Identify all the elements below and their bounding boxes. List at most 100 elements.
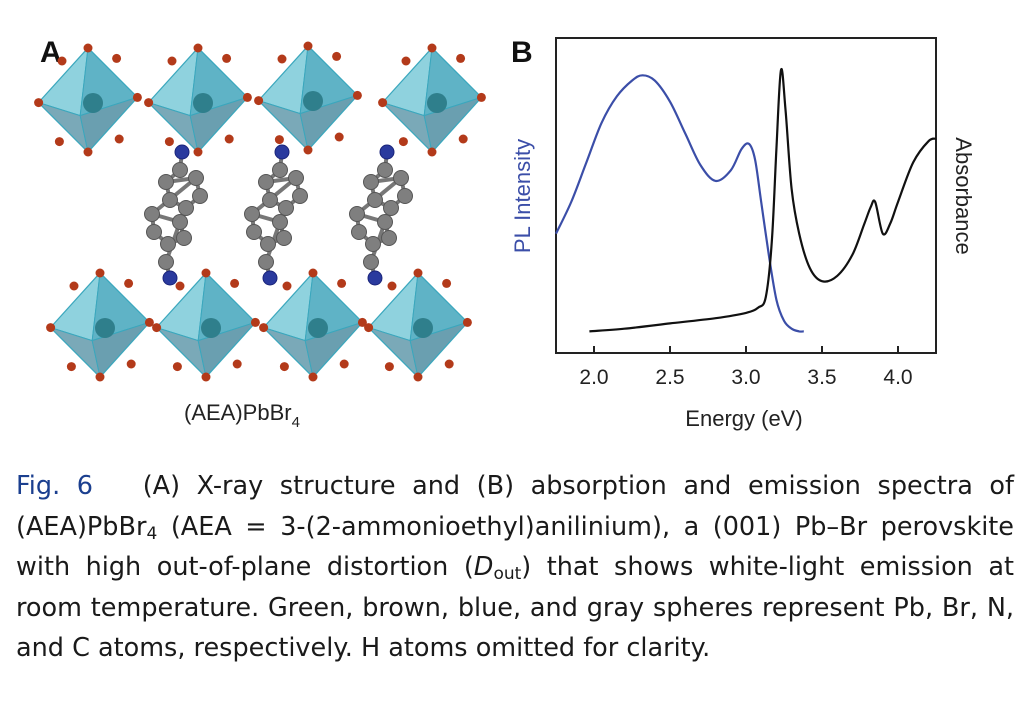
caption-text-1: (A) X-ray structure and (B) absorption a… (16, 471, 1014, 542)
c-atom (349, 206, 365, 222)
caption-text-3: ) that shows white-light emission at roo… (16, 552, 1014, 663)
octahedron-face (304, 321, 365, 379)
br-atom (95, 268, 105, 278)
c-atom (176, 230, 192, 246)
br-atom (462, 317, 472, 327)
br-atom (364, 323, 374, 333)
crystal-structure-image (34, 41, 486, 382)
left-axis-label: PL Intensity (510, 139, 535, 253)
c-atom (272, 214, 288, 230)
octahedron-face (409, 321, 470, 379)
br-atom (95, 372, 105, 382)
absorbance-series-line (589, 67, 937, 333)
br-atom (144, 98, 154, 108)
br-atom (250, 317, 260, 327)
br-atom (254, 96, 264, 106)
c-atom (397, 188, 413, 204)
br-atom (201, 372, 211, 382)
x-axis-ticks: 2.0 2.5 3.0 3.5 4.0 (579, 346, 913, 389)
c-atom (158, 174, 174, 190)
br-atom (387, 281, 397, 291)
c-atom (172, 162, 188, 178)
figure-6: A (AEA)PbBr4 B 2.0 2.5 3.0 3.5 4.0 Energy (e… (34, 36, 976, 431)
br-atom (337, 278, 347, 288)
c-atom (377, 162, 393, 178)
br-atom (332, 51, 342, 61)
n-atom (379, 144, 395, 160)
c-atom (192, 188, 208, 204)
br-atom (458, 134, 468, 144)
pb-atom (308, 318, 328, 338)
c-atom (272, 162, 288, 178)
c-atom (363, 254, 379, 270)
figure-caption: Fig. 6 (A) X-ray structure and (B) absor… (16, 466, 1014, 669)
c-atom (276, 230, 292, 246)
c-atom (146, 224, 162, 240)
br-atom (224, 134, 234, 144)
c-atom (178, 200, 194, 216)
br-atom (279, 362, 289, 372)
c-atom (288, 170, 304, 186)
br-atom (444, 359, 454, 369)
br-atom (232, 359, 242, 369)
c-atom (381, 230, 397, 246)
c-atom (172, 214, 188, 230)
c-atom (258, 174, 274, 190)
c-atom (278, 200, 294, 216)
caption-sub-1: 4 (146, 523, 158, 544)
br-atom (384, 362, 394, 372)
br-atom (54, 137, 64, 147)
caption-d-sub: out (493, 564, 522, 584)
br-atom (352, 90, 362, 100)
c-atom (144, 206, 160, 222)
br-atom (303, 145, 313, 155)
br-atom (230, 278, 240, 288)
br-atom (442, 278, 452, 288)
br-atom (126, 359, 136, 369)
c-atom (162, 192, 178, 208)
br-atom (274, 135, 284, 145)
br-atom (112, 53, 122, 63)
br-atom (193, 147, 203, 157)
right-axis-label: Absorbance (951, 137, 976, 254)
br-atom (34, 98, 44, 108)
br-atom (242, 92, 252, 102)
x-tick-label-4: 4.0 (883, 366, 912, 389)
x-axis-label: Energy (eV) (685, 406, 802, 431)
br-atom (83, 43, 93, 53)
br-atom (164, 137, 174, 147)
n-atom (367, 270, 383, 286)
series-layer (555, 67, 937, 333)
br-atom (144, 317, 154, 327)
br-atom (413, 268, 423, 278)
br-atom (456, 53, 466, 63)
br-atom (152, 323, 162, 333)
n-atom (162, 270, 178, 286)
panel-a-label: A (40, 36, 62, 69)
c-atom (363, 174, 379, 190)
br-atom (66, 362, 76, 372)
br-atom (132, 92, 142, 102)
br-atom (259, 323, 269, 333)
c-atom (367, 192, 383, 208)
br-atom (413, 372, 423, 382)
br-atom (308, 268, 318, 278)
x-tick-label-0: 2.0 (579, 366, 608, 389)
x-tick-label-1: 2.5 (655, 366, 684, 389)
br-atom (175, 281, 185, 291)
br-atom (398, 137, 408, 147)
br-atom (357, 317, 367, 327)
c-atom (351, 224, 367, 240)
n-atom (174, 144, 190, 160)
pl-intensity-series-line (555, 74, 804, 333)
pb-atom (83, 93, 103, 113)
c-atom (258, 254, 274, 270)
br-atom (201, 268, 211, 278)
caption-fig-label: Fig. 6 (16, 471, 93, 501)
br-atom (83, 147, 93, 157)
br-atom (172, 362, 182, 372)
br-atom (476, 92, 486, 102)
br-atom (339, 359, 349, 369)
br-atom (303, 41, 313, 51)
n-atom (274, 144, 290, 160)
